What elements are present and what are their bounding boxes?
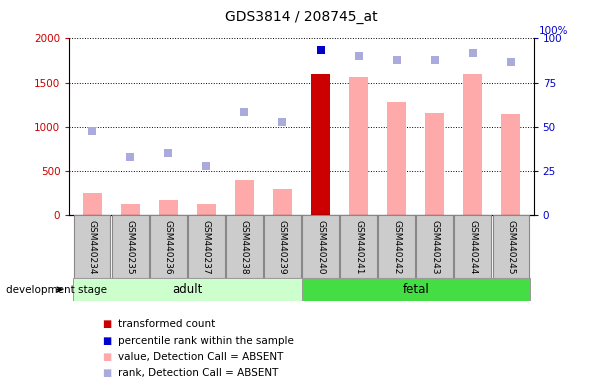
Text: rank, Detection Call = ABSENT: rank, Detection Call = ABSENT <box>118 368 278 378</box>
Bar <box>188 215 225 278</box>
Text: GSM440239: GSM440239 <box>278 220 287 275</box>
Text: ■: ■ <box>103 368 112 378</box>
Bar <box>455 215 491 278</box>
Point <box>468 50 478 56</box>
Bar <box>302 278 530 301</box>
Text: GSM440243: GSM440243 <box>430 220 439 275</box>
Point <box>125 154 135 160</box>
Point <box>163 150 173 156</box>
Text: value, Detection Call = ABSENT: value, Detection Call = ABSENT <box>118 352 283 362</box>
Point <box>87 128 97 134</box>
Bar <box>73 278 302 301</box>
Text: percentile rank within the sample: percentile rank within the sample <box>118 336 294 346</box>
Text: GSM440241: GSM440241 <box>354 220 363 275</box>
Text: adult: adult <box>172 283 203 296</box>
Bar <box>197 204 216 215</box>
Point <box>277 119 287 125</box>
Bar <box>378 215 415 278</box>
Text: GSM440238: GSM440238 <box>240 220 249 275</box>
Point <box>201 162 211 169</box>
Text: transformed count: transformed count <box>118 319 215 329</box>
Bar <box>226 215 263 278</box>
Bar <box>387 102 406 215</box>
Bar <box>112 215 148 278</box>
Bar <box>83 193 102 215</box>
Point <box>316 47 326 53</box>
Bar <box>235 180 254 215</box>
Point <box>392 56 402 63</box>
Bar <box>273 189 292 215</box>
Bar <box>311 74 330 215</box>
Point <box>506 59 516 65</box>
Text: 100%: 100% <box>539 26 569 36</box>
Bar <box>150 215 186 278</box>
Bar <box>425 114 444 215</box>
Text: ■: ■ <box>103 319 112 329</box>
Bar <box>501 114 520 215</box>
Bar <box>121 204 140 215</box>
Point <box>430 57 440 63</box>
Bar <box>159 200 178 215</box>
Text: GDS3814 / 208745_at: GDS3814 / 208745_at <box>225 10 378 23</box>
Point <box>354 53 364 59</box>
Text: GSM440237: GSM440237 <box>202 220 211 275</box>
Text: GSM440244: GSM440244 <box>469 220 477 275</box>
Bar <box>349 77 368 215</box>
Bar <box>264 215 301 278</box>
Bar <box>417 215 453 278</box>
Text: GSM440234: GSM440234 <box>87 220 96 275</box>
Text: development stage: development stage <box>6 285 107 295</box>
Bar <box>463 74 482 215</box>
Text: fetal: fetal <box>402 283 429 296</box>
Bar <box>74 215 110 278</box>
Bar <box>302 215 339 278</box>
Text: GSM440240: GSM440240 <box>316 220 325 275</box>
Point <box>239 109 249 115</box>
Text: GSM440245: GSM440245 <box>507 220 516 275</box>
Text: GSM440236: GSM440236 <box>164 220 173 275</box>
Text: GSM440242: GSM440242 <box>392 220 401 275</box>
Text: ■: ■ <box>103 352 112 362</box>
Bar <box>493 215 529 278</box>
Text: ■: ■ <box>103 336 112 346</box>
Bar <box>340 215 377 278</box>
Text: GSM440235: GSM440235 <box>126 220 134 275</box>
